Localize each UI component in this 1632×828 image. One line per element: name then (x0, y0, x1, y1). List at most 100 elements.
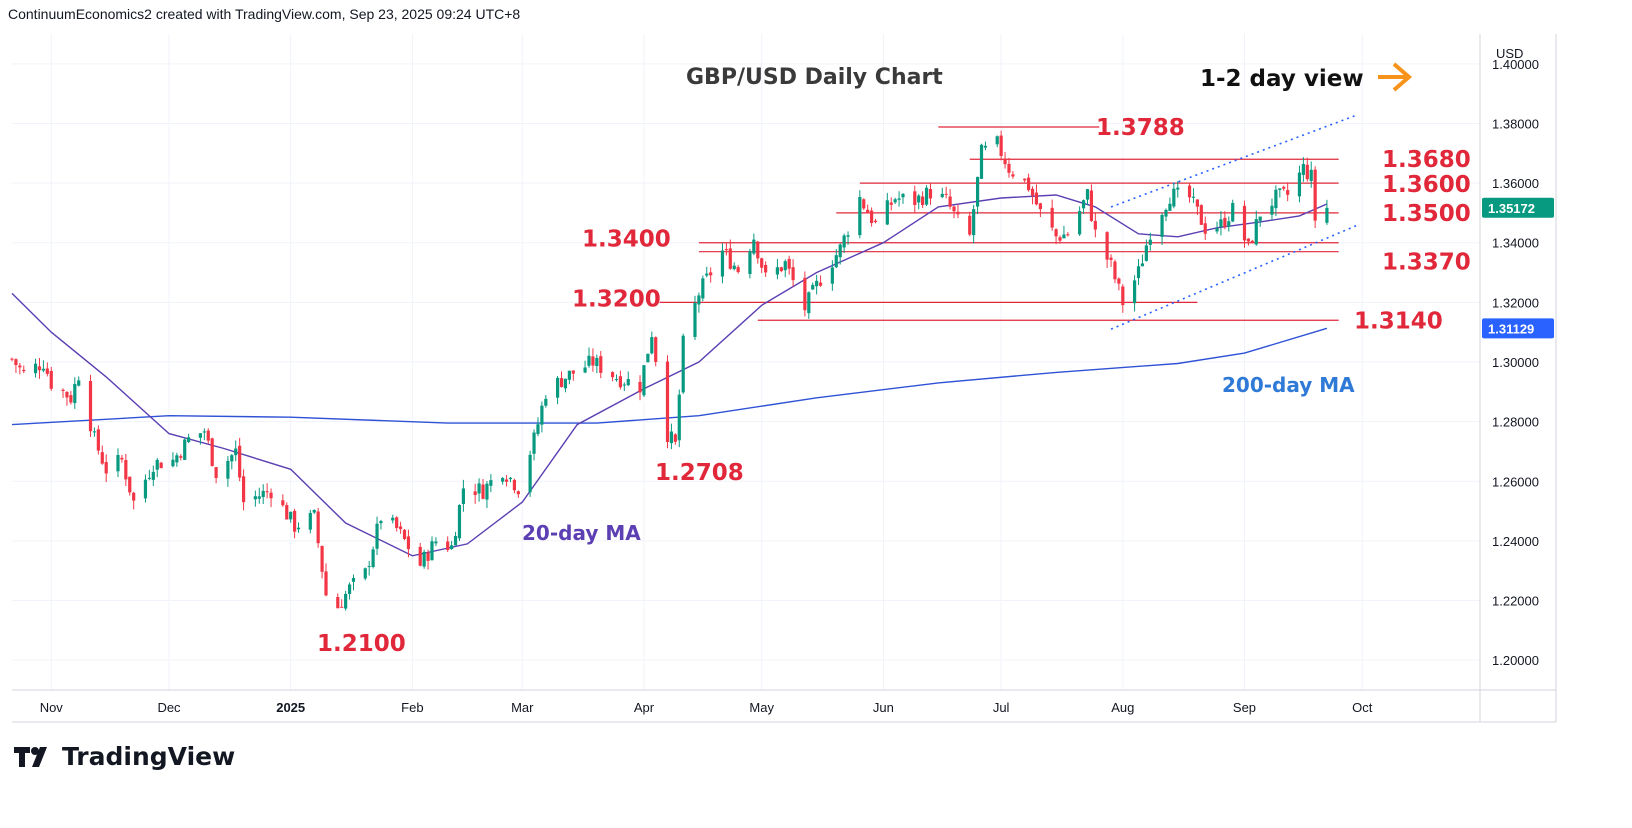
y-tick-label: 1.28000 (1492, 415, 1539, 430)
candle (638, 375, 642, 401)
candle-body (434, 541, 438, 544)
candle-body (1003, 158, 1007, 165)
candle (453, 531, 458, 546)
candle (316, 507, 320, 548)
candle (618, 370, 622, 390)
candle-body (748, 251, 752, 275)
candle (22, 365, 26, 374)
ma200-value-tag: 1.31129 (1488, 321, 1534, 336)
candle-body (873, 220, 878, 223)
candle-body (979, 144, 984, 179)
candle (571, 370, 575, 381)
ma200-line (11, 327, 1328, 426)
candlesticks (10, 130, 1329, 611)
candle (599, 351, 603, 379)
candle-body (1297, 172, 1302, 197)
candle (253, 490, 257, 507)
candle (787, 255, 791, 275)
candle (1054, 228, 1058, 245)
candle (132, 491, 136, 510)
chart-attribution: ContinuumEconomics2 created with Trading… (8, 6, 521, 22)
candle (756, 240, 760, 264)
candle (736, 264, 740, 274)
candle-body (512, 479, 517, 491)
candle-body (983, 145, 988, 148)
candle-body (1250, 240, 1254, 243)
candle-body (143, 479, 148, 499)
candle (481, 479, 485, 500)
candle (312, 509, 316, 514)
candle-body (22, 369, 26, 372)
candle-body (65, 391, 69, 398)
candle-body (155, 459, 159, 470)
candle-body (1058, 237, 1062, 241)
x-tick-label: Dec (157, 700, 181, 715)
candle (830, 260, 834, 291)
candle (1187, 183, 1192, 203)
y-tick-label: 1.26000 (1492, 474, 1539, 489)
candle (1007, 157, 1011, 178)
candle (179, 454, 183, 461)
candle (104, 454, 108, 483)
candle (371, 546, 375, 569)
candle (446, 536, 450, 552)
candle-body (485, 483, 489, 500)
candle (159, 461, 163, 469)
candle-body (622, 384, 626, 386)
candle (724, 242, 728, 256)
candle (1313, 166, 1317, 229)
candle-body (120, 457, 124, 460)
candle-body (591, 356, 595, 366)
candle-body (1176, 187, 1180, 190)
candle (811, 282, 815, 290)
candle (701, 275, 705, 302)
candle-body (948, 196, 952, 207)
candle-body (1258, 216, 1262, 221)
candle (1132, 275, 1137, 312)
candle-body (975, 176, 980, 207)
candle-body (402, 529, 407, 539)
candle-body (870, 210, 874, 224)
last-price-tag: 1.35172 (1488, 201, 1535, 216)
level-label: 1.3140 (1354, 308, 1443, 334)
candle (18, 362, 22, 375)
candle (504, 475, 509, 487)
candle (1140, 254, 1145, 267)
y-tick-label: 1.34000 (1492, 236, 1539, 251)
candle-body (1113, 261, 1117, 280)
candle (528, 450, 532, 497)
candle-body (293, 510, 297, 532)
candle-body (320, 545, 324, 572)
candle (752, 233, 756, 256)
candle (206, 428, 210, 444)
candle-body (563, 378, 568, 389)
candle-body (269, 492, 273, 499)
candle (540, 401, 544, 433)
candle (544, 395, 548, 408)
candle-body (728, 248, 732, 269)
candle (760, 257, 764, 274)
annotation-label: 1.2708 (655, 460, 744, 486)
candle (230, 454, 234, 470)
brand-name: TradingView (62, 742, 236, 771)
candle-body (159, 462, 163, 469)
candle-body (88, 380, 93, 432)
candle-body (351, 577, 356, 582)
candle (834, 249, 838, 269)
candle-body (940, 193, 944, 198)
candle (347, 582, 352, 600)
candle (1309, 161, 1313, 188)
candle-body (1140, 263, 1145, 267)
candle (1038, 202, 1042, 218)
candle-body (457, 504, 462, 539)
candle (1011, 171, 1015, 179)
level-label: 1.3500 (1382, 201, 1471, 227)
tradingview-logo[interactable]: TradingView (14, 742, 235, 771)
candle (622, 382, 626, 392)
candle (147, 469, 151, 481)
candle (1297, 165, 1302, 203)
candle-body (1160, 214, 1164, 237)
candle (88, 374, 93, 438)
candle (406, 529, 411, 558)
